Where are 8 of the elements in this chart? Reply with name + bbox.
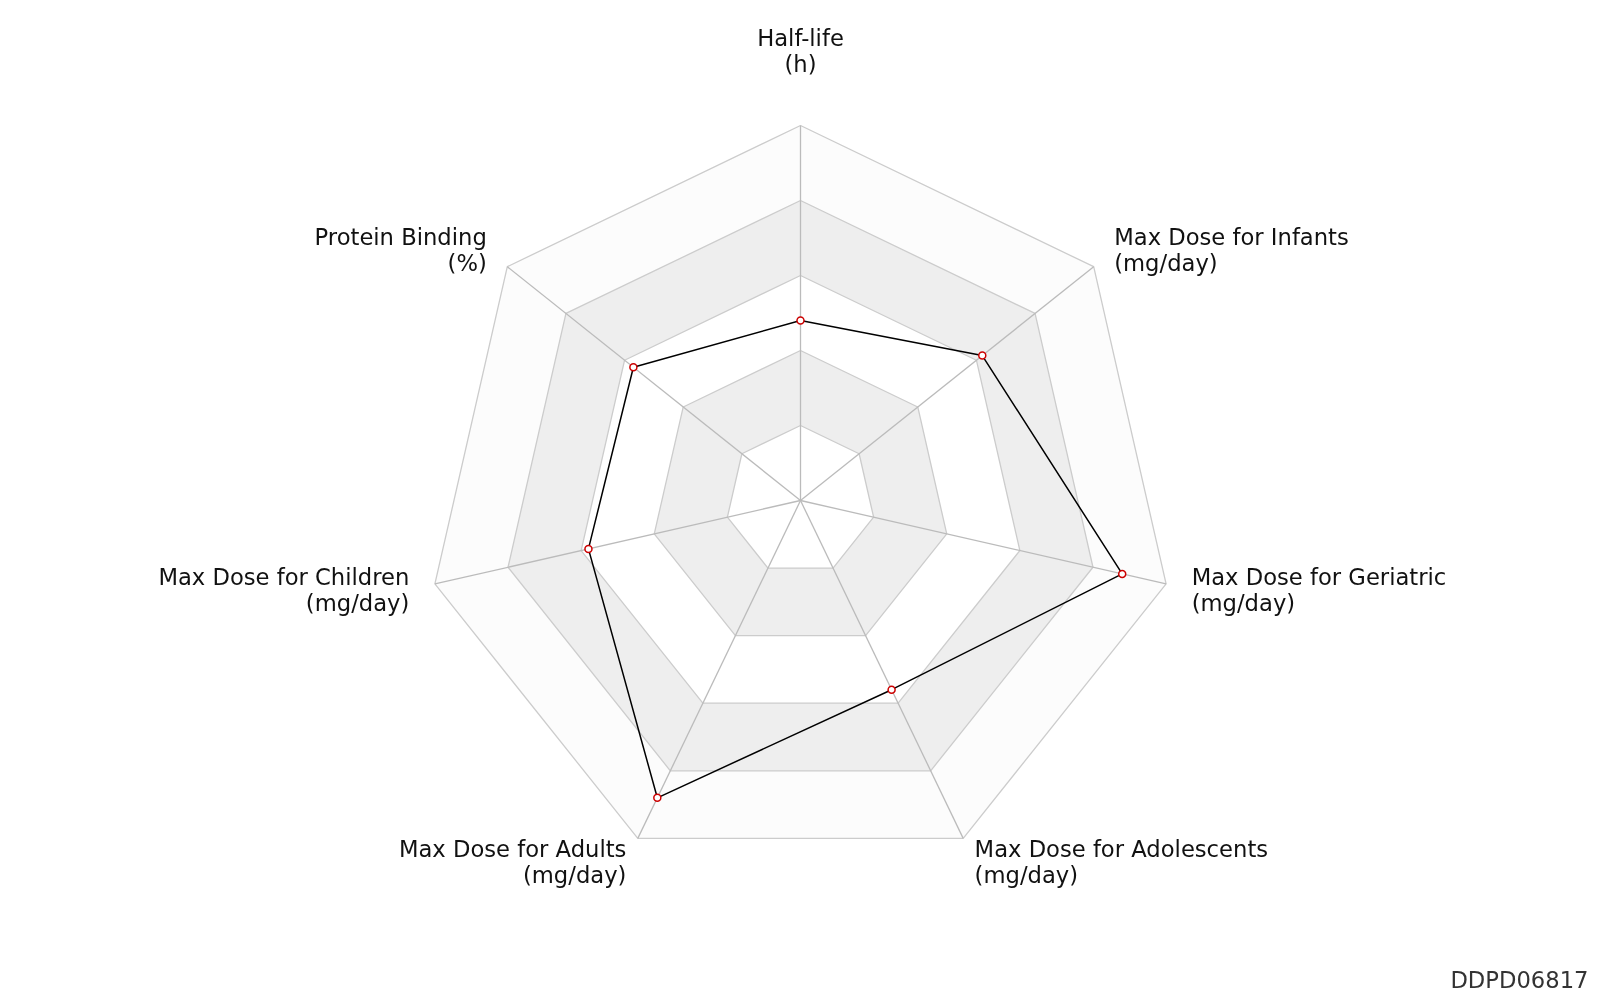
spoke-label: Protein Binding (%)	[314, 224, 487, 277]
spoke-label: Max Dose for Geriatric (mg/day)	[1191, 563, 1447, 616]
spoke-label: Max Dose for Adolescents (mg/day)	[974, 836, 1269, 889]
spoke-label: Max Dose for Children (mg/day)	[158, 563, 410, 616]
text: DDPD06817	[1450, 966, 1589, 993]
spoke-label: Half-life (h)	[757, 24, 844, 77]
spoke-label: Max Dose for Infants (mg/day)	[1114, 224, 1349, 277]
spoke-label: Max Dose for Adults (mg/day)	[398, 836, 627, 889]
